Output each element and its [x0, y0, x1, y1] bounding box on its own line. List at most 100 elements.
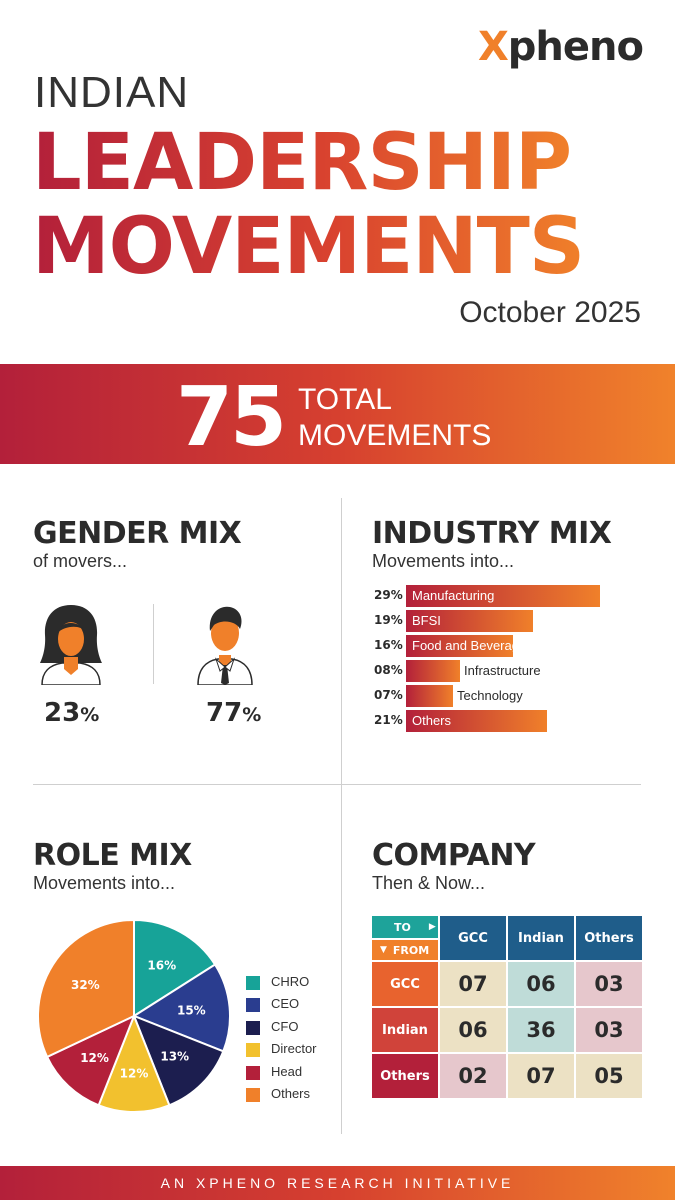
legend-label: Head [271, 1063, 303, 1079]
legend-swatch [246, 1065, 260, 1080]
total-movements-banner: 75 TOTAL MOVEMENTS [0, 364, 675, 465]
horizontal-divider [33, 784, 641, 785]
pie-slice-chro [133, 918, 217, 1018]
gender-mix-subtitle: of movers... [33, 551, 128, 571]
footer-text: AN XPHENO RESEARCH INITIATIVE [160, 1175, 515, 1191]
company-matrix-table: TO ▶ ▼ FROM GCC Indian Others GCC 07 06 03 Indi… [372, 916, 642, 1098]
legend-label: Director [271, 1041, 317, 1057]
table-cell: 07 [508, 1054, 574, 1098]
legend-label: Others [271, 1085, 311, 1101]
table-cell: 06 [440, 1008, 506, 1052]
company-title: COMPANY [372, 838, 536, 873]
gender-divider [153, 604, 154, 684]
female-unit: % [80, 704, 100, 726]
industry-label: Technology [457, 688, 523, 703]
industry-mix-title: INDUSTRY MIX [372, 516, 612, 551]
pie-slice-label: 15% [177, 1004, 206, 1018]
legend-swatch [246, 1020, 260, 1035]
arrow-down-icon: ▼ [380, 945, 387, 955]
industry-row: 16% Food and Beverage [374, 635, 654, 657]
industry-label: Manufacturing [412, 588, 495, 603]
table-cell: 03 [576, 1008, 642, 1052]
male-percentage: 77% [206, 698, 261, 728]
column-header: Others [576, 916, 642, 960]
table-cell: 02 [440, 1054, 506, 1098]
female-percentage: 23% [44, 698, 99, 728]
total-label-line1: TOTAL [298, 383, 392, 416]
from-label: ▼ FROM [372, 940, 438, 960]
industry-bar [406, 710, 547, 732]
legend-swatch [246, 1087, 260, 1102]
industry-bar [406, 610, 533, 632]
legend-label: CFO [271, 1018, 299, 1034]
industry-row: 29% Manufacturing [374, 585, 654, 607]
legend-swatch [246, 976, 260, 990]
industry-row: 08% Infrastructure [374, 660, 654, 682]
table-cell: 03 [576, 962, 642, 1006]
pie-slice-label: 12% [120, 1067, 149, 1081]
pie-slice-ceo [131, 963, 231, 1053]
table-cell: 06 [508, 962, 574, 1006]
industry-row: 21% Others [374, 710, 654, 732]
title-line-leadership: LEADERSHIP [32, 118, 572, 208]
report-date: October 2025 [459, 296, 641, 329]
legend-label: CEO [271, 996, 300, 1012]
industry-bar [406, 660, 460, 682]
pie-slice-label: 32% [71, 978, 100, 992]
male-person-icon [197, 606, 253, 685]
pie-slice-others [37, 918, 135, 1059]
table-cell: 07 [440, 962, 506, 1006]
footer-banner: AN XPHENO RESEARCH INITIATIVE [0, 1166, 675, 1200]
pie-slice-cfo [132, 1014, 225, 1107]
industry-bar [406, 685, 453, 707]
legend-label: CHRO [271, 974, 310, 989]
row-header: Others [372, 1054, 438, 1098]
industry-bar [406, 585, 600, 607]
industry-pct: 29% [374, 588, 403, 602]
female-value: 23 [44, 698, 81, 728]
title-line-indian: INDIAN [34, 68, 190, 117]
to-label: TO ▶ [372, 916, 438, 938]
industry-pct: 21% [374, 713, 403, 727]
company-subtitle: Then & Now... [372, 873, 486, 893]
logo-text: pheno [507, 24, 644, 70]
legend-swatch [246, 998, 260, 1013]
male-unit: % [242, 704, 262, 726]
pie-slice-label: 13% [160, 1050, 189, 1064]
industry-pct: 16% [374, 638, 403, 652]
column-header: Indian [508, 916, 574, 960]
industry-row: 19% BFSI [374, 610, 654, 632]
role-mix-pie-chart: 16% 15% 13% 12% 12% 32% [37, 918, 231, 1113]
industry-pct: 07% [374, 688, 403, 702]
industry-pct: 08% [374, 663, 403, 677]
industry-label: Others [412, 713, 452, 728]
legend-swatch [246, 1043, 260, 1058]
total-label-line2: MOVEMENTS [298, 419, 492, 452]
column-header: GCC [440, 916, 506, 960]
from-label-text: FROM [392, 943, 430, 957]
total-label: TOTAL MOVEMENTS [298, 382, 491, 454]
industry-pct: 19% [374, 613, 403, 627]
vertical-divider [341, 498, 342, 1134]
logo-x: X [477, 24, 509, 70]
xpheno-logo: Xpheno [477, 24, 644, 70]
role-mix-subtitle: Movements into... [33, 873, 176, 893]
industry-bar [406, 635, 513, 657]
pie-slice-label: 12% [80, 1051, 109, 1065]
pie-slice-head [45, 1014, 136, 1107]
row-header: Indian [372, 1008, 438, 1052]
industry-row: 07% Technology [374, 685, 654, 707]
pie-slice-director [97, 1013, 171, 1113]
total-number: 75 [176, 370, 287, 465]
arrow-right-icon: ▶ [428, 922, 436, 932]
pie-slice-label: 16% [147, 959, 176, 973]
gender-mix-title: GENDER MIX [33, 516, 242, 551]
industry-mix-subtitle: Movements into... [372, 551, 515, 571]
table-cell: 05 [576, 1054, 642, 1098]
to-label-text: TO [394, 920, 411, 934]
title-line-movements: MOVEMENTS [32, 202, 585, 292]
role-mix-title: ROLE MIX [33, 838, 192, 873]
male-value: 77 [206, 698, 243, 728]
industry-label: Food and Beverage [412, 638, 527, 653]
industry-label: Infrastructure [464, 663, 541, 678]
